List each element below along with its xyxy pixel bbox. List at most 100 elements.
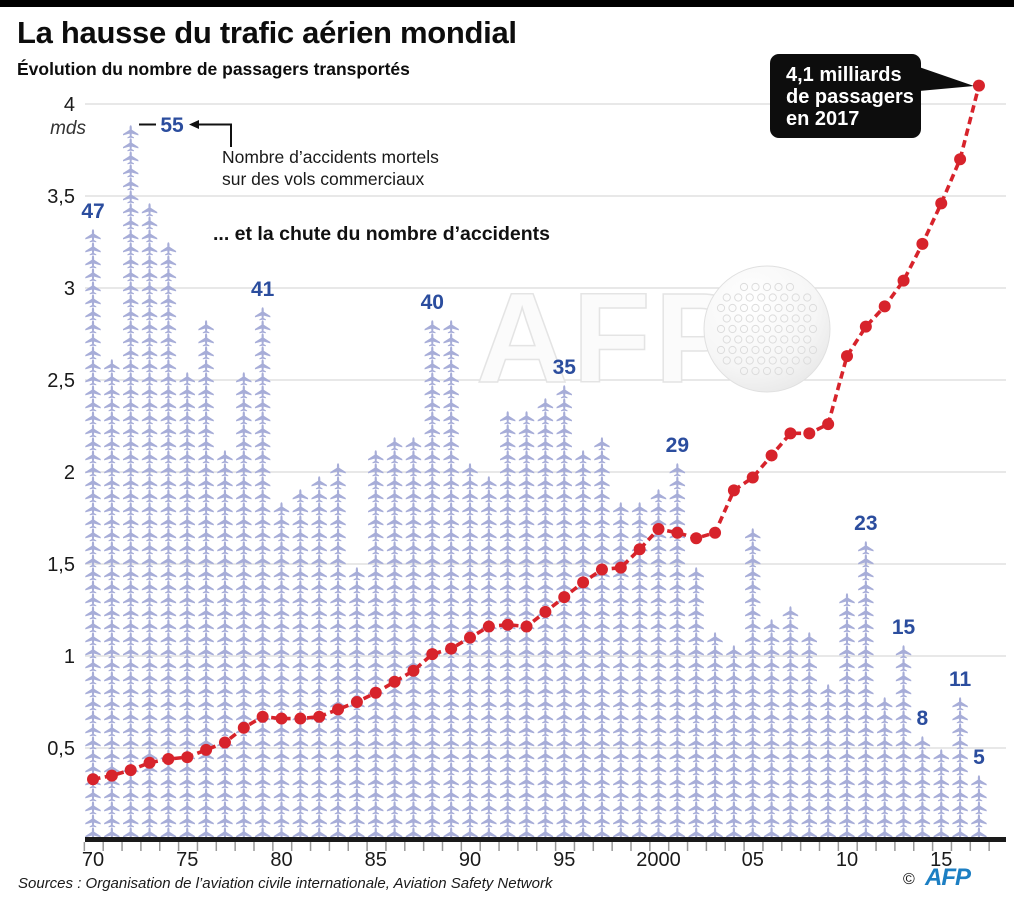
airplane-icon — [160, 541, 177, 555]
airplane-icon — [443, 359, 459, 373]
airplane-icon — [650, 619, 667, 633]
airplane-icon — [217, 541, 233, 555]
airplane-icon — [311, 580, 327, 594]
airplane-icon — [85, 307, 101, 321]
airplane-icon — [952, 749, 968, 763]
airplane-icon — [782, 736, 799, 750]
dimple — [774, 324, 783, 334]
airplane-icon — [273, 606, 290, 620]
accident-column — [104, 359, 120, 841]
x-tick — [837, 842, 840, 851]
airplane-icon — [254, 723, 271, 737]
airplane-icon — [179, 450, 195, 464]
x-tick — [121, 842, 123, 851]
airplane-icon — [839, 619, 855, 633]
airplane-icon — [424, 528, 440, 542]
airplane-icon — [443, 736, 459, 750]
airplane-icon — [895, 710, 912, 724]
airplane-icon — [688, 736, 704, 750]
airplane-icon — [236, 372, 252, 386]
airplane-icon — [575, 619, 591, 633]
airplane-icon — [179, 619, 195, 633]
airplane-icon — [556, 502, 572, 516]
airplane-icon — [368, 775, 384, 789]
airplane-icon — [481, 476, 497, 490]
airplane-icon — [500, 671, 516, 685]
airplane-icon — [85, 749, 101, 763]
airplane-icon — [254, 515, 271, 529]
airplane-icon — [217, 762, 233, 776]
airplane-icon — [123, 658, 139, 672]
airplane-icon — [745, 658, 761, 672]
airplane-icon — [650, 710, 667, 724]
airplane-icon — [745, 684, 761, 698]
airplane-icon — [104, 424, 120, 438]
airplane-icon — [669, 619, 686, 633]
airplane-icon — [763, 801, 780, 815]
airplane-icon — [895, 684, 912, 698]
airplane-icon — [669, 749, 686, 763]
airplane-icon — [500, 541, 516, 555]
airplane-icon — [160, 255, 177, 269]
airplane-icon — [745, 606, 761, 620]
airplane-icon — [481, 541, 497, 555]
airplane-icon — [368, 463, 384, 477]
airplane-icon — [85, 593, 101, 607]
airplane-icon — [141, 411, 158, 425]
airplane-icon — [782, 671, 799, 685]
airplane-icon — [330, 489, 346, 503]
x-tick-label: 90 — [459, 849, 481, 871]
airplane-icon — [462, 697, 478, 711]
airplane-icon — [123, 242, 139, 256]
airplane-icon — [311, 788, 327, 802]
airplane-icon — [160, 333, 177, 347]
airplane-icon — [179, 437, 195, 451]
airplane-icon — [556, 762, 572, 776]
airplane-icon — [858, 749, 874, 763]
airplane-icon — [292, 762, 309, 776]
accident-count-labels: 47 55 41 40 35 29 23 15 8 11 5 — [81, 114, 985, 769]
airplane-icon — [330, 788, 346, 802]
airplane-icon — [386, 723, 403, 737]
airplane-icon — [386, 801, 403, 815]
airplane-icon — [405, 632, 422, 646]
airplane-icon — [556, 801, 572, 815]
airplane-icon — [160, 580, 177, 594]
airplane-icon — [707, 658, 723, 672]
airplane-icon — [500, 463, 516, 477]
airplane-icon — [726, 697, 742, 711]
airplane-icon — [895, 814, 912, 828]
dimple — [808, 345, 818, 355]
airplane-icon — [217, 580, 233, 594]
dimple — [722, 293, 731, 302]
airplane-icon — [368, 788, 384, 802]
accident-column — [462, 463, 478, 841]
airplane-icon — [820, 684, 836, 698]
data-point — [218, 736, 231, 749]
airplane-icon — [462, 710, 478, 724]
x-tick — [875, 842, 877, 851]
airplane-icon — [462, 736, 478, 750]
airplane-icon — [104, 359, 120, 373]
data-point — [727, 484, 740, 497]
airplane-icon — [669, 515, 686, 529]
airplane-icon — [877, 697, 893, 711]
dimple — [774, 282, 783, 292]
airplane-icon — [179, 723, 195, 737]
airplane-icon — [782, 710, 799, 724]
dimple — [785, 282, 795, 292]
airplane-icon — [688, 580, 704, 594]
airplane-icon — [481, 749, 497, 763]
airplane-icon — [500, 424, 516, 438]
x-tick-label: 70 — [82, 849, 104, 871]
x-tick — [781, 842, 783, 851]
airplane-icon — [217, 606, 233, 620]
airplane-icon — [500, 411, 516, 425]
y-tick-label: 3,5 — [47, 186, 75, 208]
airplane-icon — [405, 580, 422, 594]
airplane-icon — [386, 814, 403, 828]
x-tick — [253, 842, 255, 851]
airplane-icon — [763, 736, 780, 750]
airplane-icon — [141, 437, 158, 451]
airplane-icon — [141, 450, 158, 464]
